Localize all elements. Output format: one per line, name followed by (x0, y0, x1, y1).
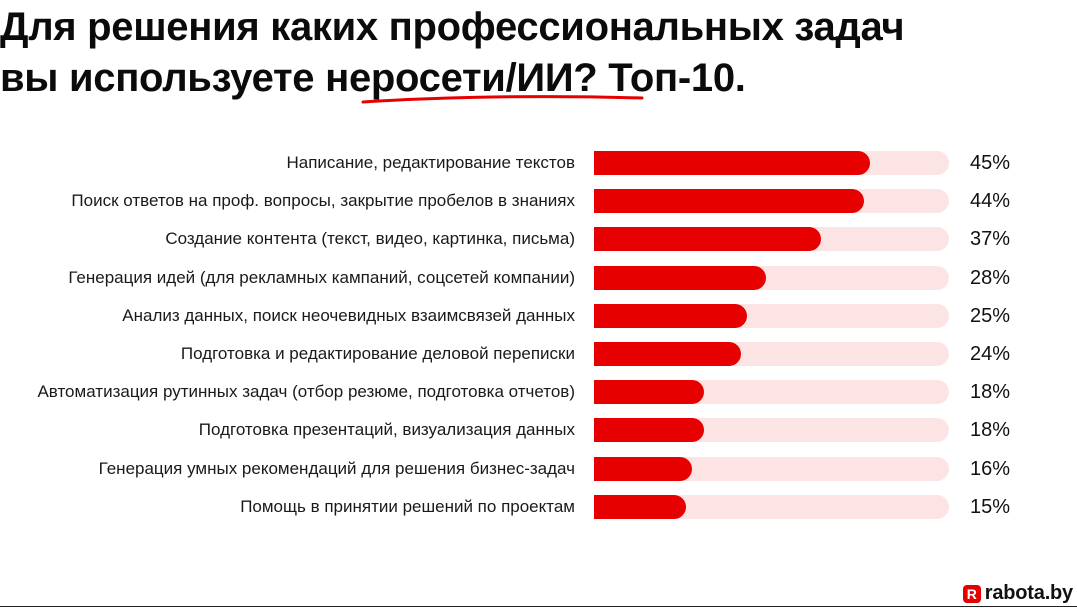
bar-track (594, 227, 949, 252)
bar-fill (594, 342, 742, 366)
bar-track (594, 189, 949, 214)
value-label: 18% (970, 419, 1011, 442)
category-label: Анализ данных, поиск неочевидных взаимсв… (122, 305, 575, 325)
bar-track (594, 342, 949, 366)
bar-track (594, 303, 949, 328)
title-line-2-prefix: вы используете (0, 56, 326, 100)
bar-track (594, 456, 949, 481)
brush-underline-icon (361, 95, 644, 104)
bar-track (594, 494, 949, 519)
chart-row: Подготовка и редактирование деловой пере… (0, 341, 1077, 367)
bar-fill (594, 303, 748, 328)
chart-row: Создание контента (текст, видео, картинк… (0, 226, 1077, 252)
bar-track (594, 380, 949, 405)
chart-row: Помощь в принятии решений по проектам 15% (0, 494, 1077, 520)
bar-fill (594, 418, 705, 443)
chart-row: Подготовка презентаций, визуализация дан… (0, 417, 1077, 443)
chart-row: Поиск ответов на проф. вопросы, закрытие… (0, 188, 1077, 214)
rabota-logo-icon: R (962, 584, 981, 603)
brand-name: rabota.by (984, 582, 1073, 604)
bar-fill (594, 227, 821, 252)
title-line-2-suffix: ? Топ-10. (573, 56, 746, 100)
category-label: Создание контента (текст, видео, картинк… (165, 229, 575, 249)
value-label: 37% (970, 228, 1011, 251)
value-label: 25% (970, 304, 1011, 327)
value-label: 28% (970, 266, 1011, 289)
bar-fill (594, 151, 870, 175)
chart-row: Написание, редактирование текстов 45% (0, 150, 1077, 176)
value-label: 44% (970, 190, 1011, 213)
footer-divider (0, 606, 1077, 607)
category-label: Помощь в принятии решений по проектам (240, 496, 575, 516)
title-highlight: неросети/ИИ (325, 56, 574, 100)
bar-track (594, 418, 949, 443)
category-label: Генерация идей (для рекламных кампаний, … (68, 267, 575, 287)
bar-chart: Написание, редактирование текстов 45% Поис… (0, 150, 1077, 520)
bar-fill (594, 265, 766, 290)
chart-title: Для решения каких профессиональных задач… (0, 2, 905, 104)
bar-track (594, 265, 949, 290)
chart-row: Генерация идей (для рекламных кампаний, … (0, 265, 1077, 291)
bar-fill (594, 380, 705, 405)
bar-fill (594, 189, 864, 214)
category-label: Написание, редактирование текстов (286, 153, 575, 172)
value-label: 24% (970, 343, 1011, 365)
bar-fill (594, 494, 686, 519)
category-label: Подготовка и редактирование деловой пере… (180, 344, 575, 363)
value-label: 15% (970, 495, 1011, 518)
chart-row: Автоматизация рутинных задач (отбор резю… (0, 379, 1077, 405)
bar-track (594, 151, 949, 175)
chart-row: Генерация умных рекомендаций для решения… (0, 456, 1077, 482)
bar-fill (594, 456, 693, 481)
value-label: 16% (970, 457, 1011, 480)
value-label: 45% (970, 152, 1011, 174)
title-line-1: Для решения каких профессиональных задач (0, 5, 905, 49)
category-label: Автоматизация рутинных задач (отбор резю… (37, 382, 575, 402)
category-label: Генерация умных рекомендаций для решения… (98, 458, 575, 478)
chart-row: Анализ данных, поиск неочевидных взаимсв… (0, 303, 1077, 329)
category-label: Подготовка презентаций, визуализация дан… (198, 420, 575, 440)
brand-logo: R rabota.by (962, 582, 1073, 605)
value-label: 18% (970, 381, 1011, 404)
category-label: Поиск ответов на проф. вопросы, закрытие… (71, 191, 575, 211)
